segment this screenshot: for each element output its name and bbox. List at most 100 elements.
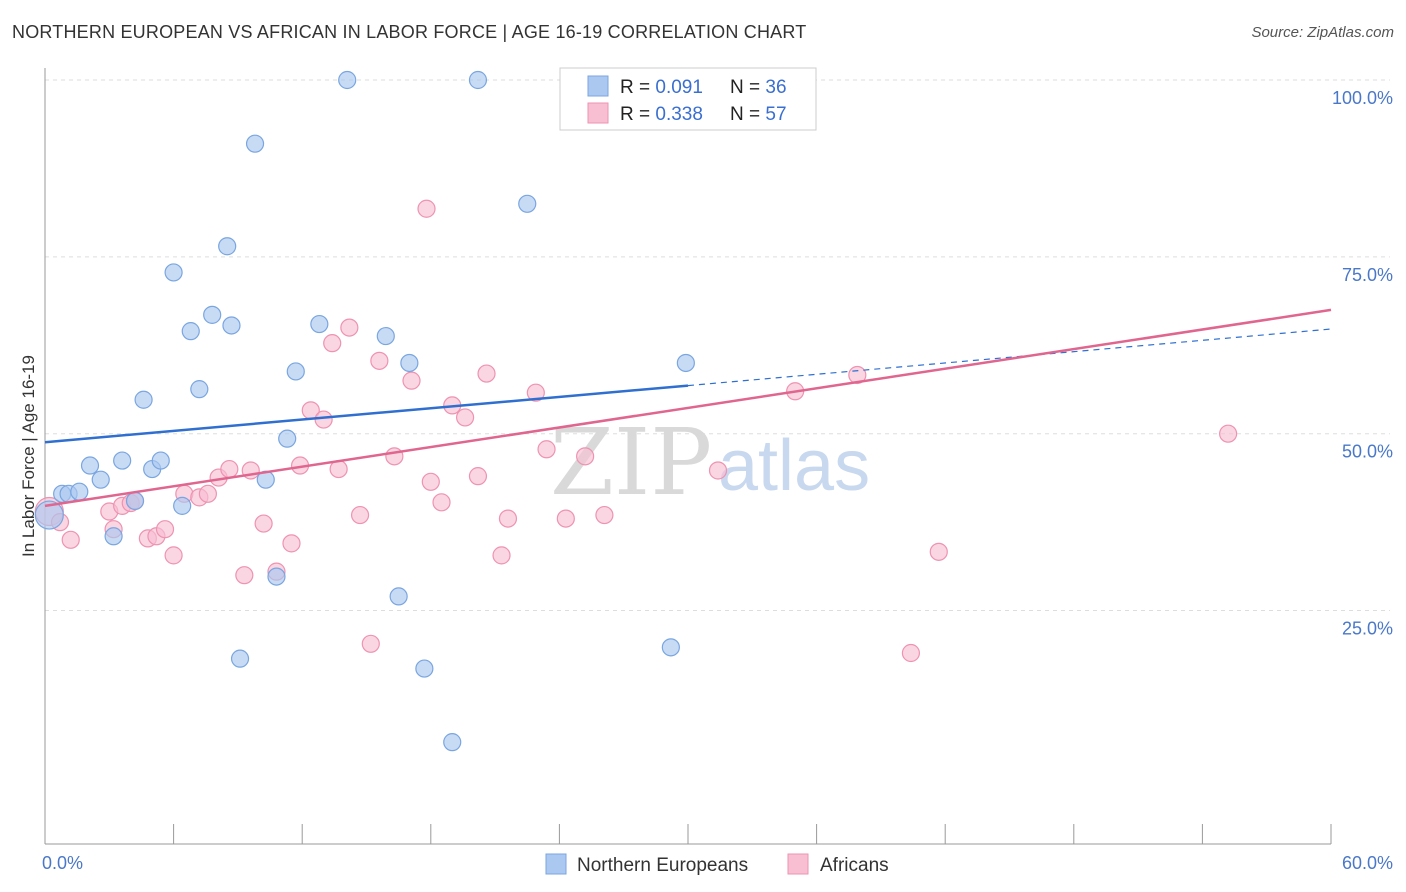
northern-point-25 bbox=[310, 314, 329, 334]
legend-n-value-2: 57 bbox=[765, 104, 786, 125]
northern-point-31 bbox=[443, 733, 462, 752]
northern-point-13 bbox=[173, 496, 192, 515]
african-point-37 bbox=[455, 408, 475, 427]
african-point-33 bbox=[417, 199, 436, 218]
northern-point-33 bbox=[518, 194, 537, 213]
legend-row2-n: N = 57 bbox=[730, 104, 787, 125]
grid-lines bbox=[45, 79, 1390, 612]
legend-row1-n: N = 36 bbox=[730, 77, 787, 98]
african-point-39 bbox=[477, 364, 496, 383]
bottom-legend-swatch-africans bbox=[787, 853, 809, 875]
african-point-29 bbox=[361, 634, 380, 653]
african-point-43 bbox=[537, 440, 556, 459]
northern-point-28 bbox=[389, 587, 408, 606]
northern-point-11 bbox=[151, 451, 170, 470]
northern-point-22 bbox=[267, 567, 286, 586]
african-point-17 bbox=[235, 566, 254, 585]
bottom-legend-label-northern: Northern Europeans bbox=[577, 855, 748, 876]
legend-r-value-1: 0.091 bbox=[655, 77, 703, 98]
african-point-27 bbox=[340, 318, 359, 337]
y-tick-label-100: 100.0% bbox=[1332, 88, 1393, 108]
northern-point-6 bbox=[104, 527, 123, 546]
trendlines bbox=[44, 308, 1332, 508]
african-point-14 bbox=[198, 484, 217, 503]
african-point-30 bbox=[370, 351, 389, 370]
y-tick-labels: 25.0% 50.0% 75.0% 100.0% bbox=[1332, 88, 1393, 639]
african-point-51 bbox=[901, 643, 921, 663]
african-point-46 bbox=[595, 505, 614, 525]
northern-point-19 bbox=[230, 649, 250, 668]
africans-trendline bbox=[44, 308, 1332, 508]
x-tick-label-max: 60.0% bbox=[1342, 853, 1393, 873]
y-tick-label-25: 25.0% bbox=[1342, 619, 1393, 639]
northern-europeans-points bbox=[34, 70, 695, 752]
northern-point-4 bbox=[80, 456, 100, 475]
african-point-10 bbox=[155, 520, 175, 539]
legend-n-label-1: N = bbox=[730, 77, 765, 98]
watermark-zip: ZIP bbox=[550, 409, 712, 516]
northern-point-0 bbox=[34, 500, 64, 530]
northern-point-26 bbox=[338, 70, 357, 90]
watermark-atlas: atlas bbox=[718, 426, 870, 506]
northern-point-20 bbox=[245, 134, 265, 153]
northern-point-27 bbox=[376, 326, 395, 346]
legend-swatch-africans bbox=[587, 102, 609, 124]
legend-row1: R = 0.091 bbox=[620, 77, 703, 98]
northern-point-18 bbox=[222, 316, 241, 335]
african-point-31 bbox=[385, 447, 404, 466]
legend-row2: R = 0.338 bbox=[620, 104, 703, 125]
african-point-11 bbox=[164, 546, 183, 565]
legend-swatch-northern bbox=[587, 75, 609, 97]
x-ticks bbox=[44, 824, 1332, 844]
african-point-47 bbox=[708, 461, 728, 480]
legend-r-value-2: 0.338 bbox=[655, 104, 703, 125]
northern-point-3 bbox=[70, 482, 89, 501]
chart-title: NORTHERN EUROPEAN VS AFRICAN IN LABOR FO… bbox=[12, 22, 807, 42]
legend-n-label-2: N = bbox=[730, 104, 765, 125]
northern-point-17 bbox=[218, 237, 237, 256]
african-point-35 bbox=[432, 493, 451, 512]
northern-point-24 bbox=[286, 362, 305, 381]
african-point-24 bbox=[314, 410, 333, 429]
y-tick-label-75: 75.0% bbox=[1342, 265, 1393, 285]
northern-point-8 bbox=[125, 491, 145, 511]
african-point-53 bbox=[1219, 424, 1238, 443]
african-point-16 bbox=[220, 459, 239, 479]
northern-point-14 bbox=[181, 322, 200, 341]
northern-point-23 bbox=[278, 429, 297, 448]
northern-point-34 bbox=[661, 638, 680, 657]
northern-point-15 bbox=[190, 380, 209, 399]
y-tick-label-50: 50.0% bbox=[1342, 442, 1393, 462]
northern-point-9 bbox=[134, 390, 153, 409]
northern-point-32 bbox=[468, 70, 488, 90]
bottom-legend: Northern Europeans Africans bbox=[545, 853, 889, 876]
legend-r-label-2: R = bbox=[620, 104, 655, 125]
northern-trendline-extension bbox=[687, 328, 1332, 387]
northern-point-16 bbox=[203, 305, 222, 324]
african-point-44 bbox=[556, 509, 575, 528]
african-point-40 bbox=[492, 546, 511, 565]
african-point-2 bbox=[61, 530, 80, 549]
northern-trendline bbox=[44, 384, 689, 444]
african-point-42 bbox=[526, 383, 545, 402]
northern-point-5 bbox=[91, 470, 110, 489]
northern-point-29 bbox=[400, 353, 419, 373]
legend-n-value-1: 36 bbox=[765, 77, 786, 98]
african-point-25 bbox=[323, 334, 342, 353]
african-point-19 bbox=[254, 514, 273, 533]
african-point-38 bbox=[468, 467, 488, 486]
x-tick-label-min: 0.0% bbox=[42, 853, 83, 873]
african-point-32 bbox=[402, 371, 421, 390]
northern-point-35 bbox=[676, 353, 695, 373]
legend-box: R = 0.091 N = 36 R = 0.338 N = 57 bbox=[559, 67, 817, 131]
y-axis-label: In Labor Force | Age 16-19 bbox=[19, 355, 38, 557]
african-point-28 bbox=[350, 505, 370, 525]
northern-point-30 bbox=[415, 659, 434, 678]
bottom-legend-swatch-northern bbox=[545, 853, 567, 875]
african-point-41 bbox=[498, 509, 518, 528]
legend-r-label-1: R = bbox=[620, 77, 655, 98]
source-label: Source: ZipAtlas.com bbox=[1251, 24, 1394, 41]
africans-points bbox=[34, 70, 1238, 663]
african-point-52 bbox=[929, 542, 948, 561]
